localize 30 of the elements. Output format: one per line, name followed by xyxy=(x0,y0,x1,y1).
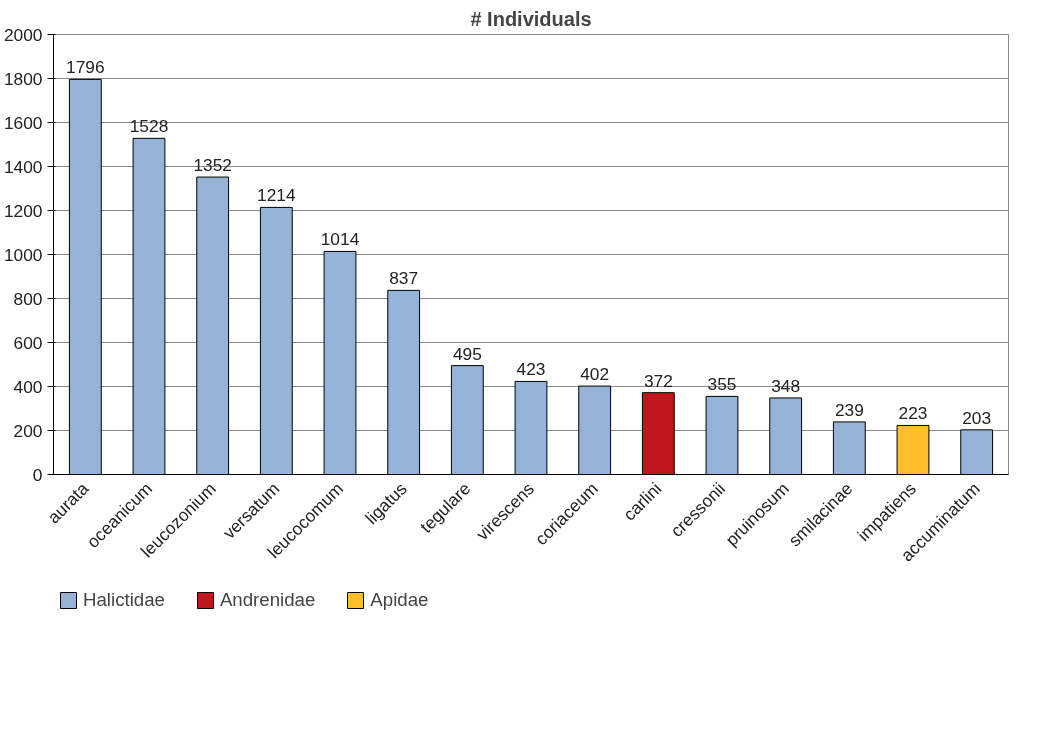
legend-label: Apidae xyxy=(370,589,429,611)
data-label: 1214 xyxy=(257,185,296,206)
y-tick-label: 2000 xyxy=(3,24,43,45)
legend-label: Andrenidae xyxy=(219,589,316,611)
data-label: 837 xyxy=(389,268,419,289)
y-tick-label: 1400 xyxy=(3,156,43,177)
data-label: 423 xyxy=(516,359,546,380)
y-tick-label: 400 xyxy=(13,376,43,397)
data-label: 355 xyxy=(707,374,737,395)
data-label: 372 xyxy=(643,370,673,391)
chart-title: # Individuals xyxy=(470,7,592,30)
legend-label: Halictidae xyxy=(83,589,165,611)
data-label: 1014 xyxy=(320,229,360,250)
data-label: 223 xyxy=(898,403,928,424)
data-label: 348 xyxy=(771,375,801,396)
y-tick-label: 600 xyxy=(13,332,43,353)
y-tick-label: 1000 xyxy=(3,244,43,265)
data-label: 203 xyxy=(962,407,992,428)
data-label: 402 xyxy=(580,364,610,385)
data-label: 239 xyxy=(834,399,864,420)
y-tick-label: 200 xyxy=(13,420,43,441)
y-tick-label: 800 xyxy=(13,288,43,309)
data-label: 495 xyxy=(452,343,482,364)
y-tick-label: 0 xyxy=(32,464,43,485)
data-label: 1528 xyxy=(129,116,169,137)
data-label: 1796 xyxy=(66,57,105,78)
y-tick-label: 1200 xyxy=(3,200,43,221)
y-tick-label: 1600 xyxy=(3,112,43,133)
data-label: 1352 xyxy=(193,155,232,176)
y-tick-label: 1800 xyxy=(3,68,43,89)
